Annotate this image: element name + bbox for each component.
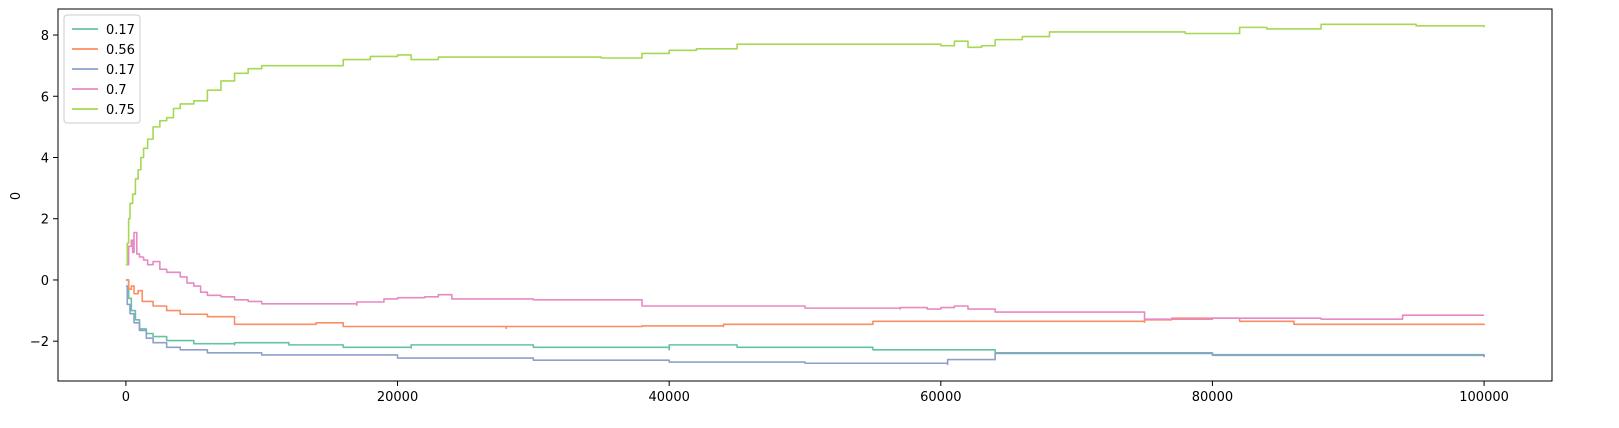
y-axis-ticks: −2 0 2 4 6 8 xyxy=(30,29,58,350)
legend-box xyxy=(63,14,141,124)
plot-area-border xyxy=(57,8,1553,382)
x-tick-label: 0 xyxy=(122,390,130,405)
legend: 0.17 0.56 0.17 0.7 0.75 xyxy=(63,14,141,124)
series-lines xyxy=(125,23,1485,366)
x-tick-label: 20000 xyxy=(377,390,418,405)
legend-label: 0.75 xyxy=(106,103,135,118)
y-tick-label: −2 xyxy=(30,335,49,350)
series-line-4 xyxy=(125,23,1485,266)
y-tick-label: 8 xyxy=(41,29,49,44)
y-tick-label: 2 xyxy=(41,213,49,228)
y-tick-label: 0 xyxy=(41,274,49,289)
x-tick-label: 40000 xyxy=(649,390,690,405)
series-line-3 xyxy=(125,231,1485,320)
legend-label: 0.17 xyxy=(106,23,135,38)
x-tick-label: 60000 xyxy=(920,390,961,405)
x-axis-ticks: 0 20000 40000 60000 80000 100000 xyxy=(122,381,1509,405)
y-axis-label: 0 xyxy=(9,192,24,200)
series-line-0 xyxy=(125,279,1485,357)
series-line-2 xyxy=(125,285,1485,366)
legend-label: 0.56 xyxy=(106,43,135,58)
legend-label: 0.7 xyxy=(106,83,127,98)
y-tick-label: 6 xyxy=(41,90,49,105)
legend-label: 0.17 xyxy=(106,63,135,78)
x-tick-label: 100000 xyxy=(1459,390,1509,405)
y-tick-label: 4 xyxy=(41,151,49,166)
x-tick-label: 80000 xyxy=(1192,390,1233,405)
